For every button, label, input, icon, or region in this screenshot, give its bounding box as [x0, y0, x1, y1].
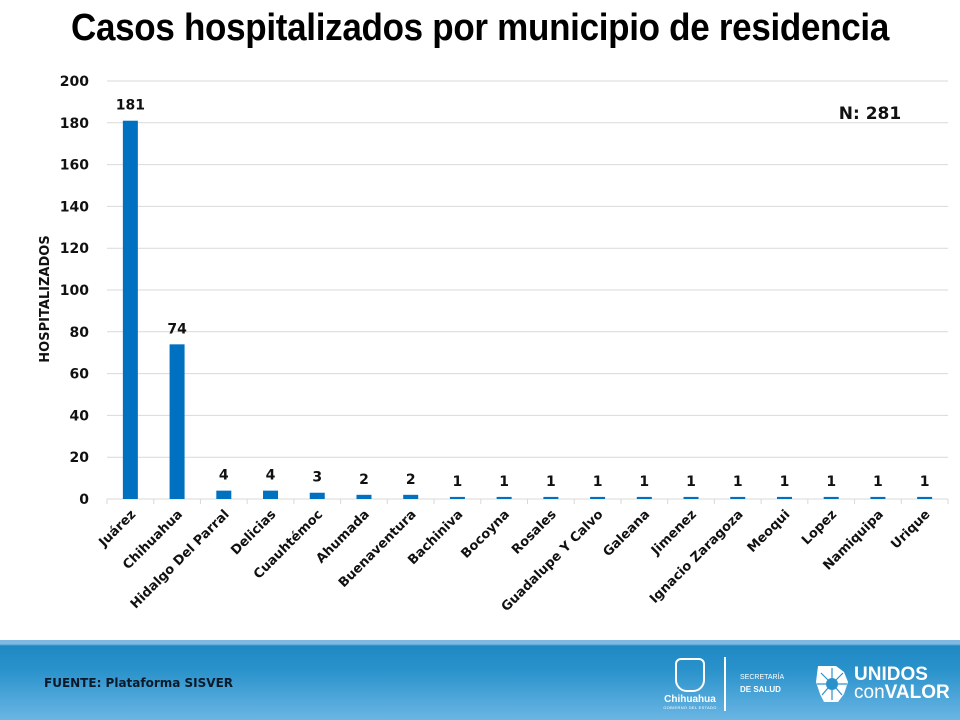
bar	[496, 496, 512, 499]
x-category-label: Lopez	[799, 507, 840, 548]
y-tick-label: 120	[60, 241, 89, 257]
n-annotation: N: 281	[839, 104, 901, 124]
y-tick-label: 40	[70, 408, 90, 424]
y-tick-label: 20	[70, 450, 90, 466]
bar	[403, 494, 419, 499]
bar	[543, 496, 559, 499]
x-category-label: Ignacio Zaragoza	[647, 507, 747, 607]
data-label: 1	[873, 474, 883, 490]
bar	[309, 492, 325, 499]
source-note: FUENTE: Plataforma SISVER	[44, 676, 234, 690]
data-label: 4	[266, 468, 276, 484]
x-category-label: Meoqui	[745, 507, 794, 556]
bar	[823, 496, 839, 499]
chihuahua-logo: Chihuahua GOBIERNO DEL ESTADO	[660, 658, 720, 710]
state-map-icon	[816, 666, 848, 702]
y-tick-label: 180	[60, 116, 89, 132]
logo-divider	[724, 657, 726, 711]
bar	[917, 496, 933, 499]
bar	[122, 120, 138, 500]
data-label: 181	[116, 98, 145, 114]
bar	[776, 496, 792, 499]
data-label: 1	[826, 474, 836, 490]
shield-icon	[675, 658, 705, 692]
x-category-label: Juárez	[96, 507, 140, 551]
x-category-label: Galeana	[600, 507, 653, 560]
y-tick-label: 160	[60, 158, 89, 174]
x-category-label: Bocoyna	[459, 507, 513, 561]
y-tick-label: 200	[60, 74, 89, 90]
bar	[683, 496, 699, 499]
y-axis-ticks: 0 20 40 60 80 100 120 140 160 180 200	[60, 74, 89, 508]
data-label: 74	[167, 321, 187, 337]
bar	[870, 496, 886, 499]
y-tick-label: 100	[60, 283, 89, 299]
bars	[122, 120, 933, 500]
bar	[730, 496, 746, 499]
y-tick-label: 60	[70, 367, 90, 383]
bar	[169, 344, 185, 499]
gridlines	[106, 80, 949, 504]
bar	[636, 496, 652, 499]
secretaria-salud-logo: SECRETARÍA DE SALUD	[740, 674, 785, 694]
data-labels: 181 74 4 4 3 2 2 1 1 1 1 1 1 1 1 1 1 1	[116, 98, 930, 490]
data-label: 1	[593, 474, 603, 490]
data-label: 2	[359, 472, 369, 488]
data-label: 3	[312, 470, 322, 486]
data-label: 1	[733, 474, 743, 490]
data-label: 1	[639, 474, 649, 490]
data-label: 1	[686, 474, 696, 490]
chart-title: Casos hospitalizados por municipio de re…	[70, 6, 889, 49]
footer-band: FUENTE: Plataforma SISVER Chihuahua GOBI…	[0, 640, 960, 720]
data-label: 1	[546, 474, 556, 490]
data-label: 1	[453, 474, 463, 490]
data-label: 2	[406, 472, 416, 488]
bar	[263, 490, 279, 499]
y-tick-label: 140	[60, 199, 89, 215]
x-category-label: Urique	[888, 507, 933, 552]
data-label: 1	[780, 474, 790, 490]
y-tick-label: 0	[79, 492, 89, 508]
data-label: 1	[920, 474, 930, 490]
y-axis-title: HOSPITALIZADOS	[38, 235, 53, 362]
unidos-con-valor-logo: UNIDOS conVALOR	[814, 664, 950, 704]
bar	[590, 496, 606, 499]
bar	[449, 496, 465, 499]
bar	[356, 494, 372, 499]
y-tick-label: 80	[70, 325, 90, 341]
data-label: 1	[499, 474, 509, 490]
logos: Chihuahua GOBIERNO DEL ESTADO SECRETARÍA…	[660, 654, 950, 714]
bar	[216, 490, 232, 499]
data-label: 4	[219, 468, 229, 484]
